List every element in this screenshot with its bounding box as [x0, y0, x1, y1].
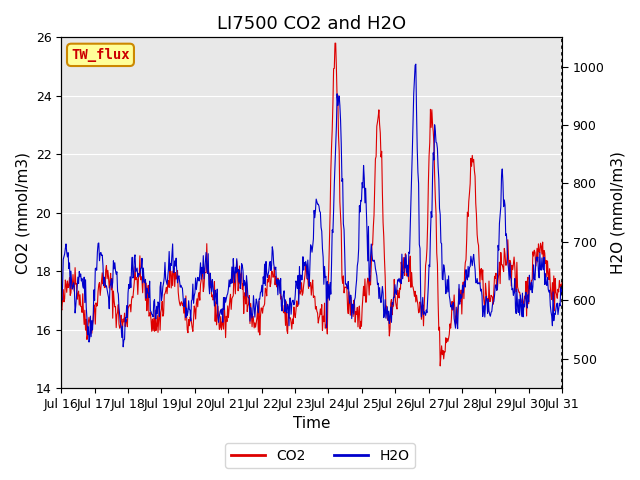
H2O: [388, 320, 396, 325]
CO2: [373, 123, 381, 129]
Line: CO2: CO2: [61, 43, 562, 366]
H2O: [558, 286, 566, 292]
CO2: [67, 292, 74, 298]
H2O: [118, 335, 125, 340]
Legend: CO2, H2O: CO2, H2O: [225, 443, 415, 468]
H2O: [412, 61, 420, 67]
CO2: [195, 289, 203, 295]
H2O: [67, 286, 74, 291]
X-axis label: Time: Time: [293, 417, 330, 432]
CO2: [118, 318, 125, 324]
Y-axis label: H2O (mmol/m3): H2O (mmol/m3): [610, 151, 625, 274]
Title: LI7500 CO2 and H2O: LI7500 CO2 and H2O: [217, 15, 406, 33]
CO2: [558, 278, 566, 284]
H2O: [373, 273, 381, 279]
CO2: [169, 283, 177, 288]
CO2: [436, 363, 444, 369]
CO2: [388, 297, 396, 302]
CO2: [58, 304, 65, 310]
CO2: [331, 40, 339, 46]
Y-axis label: CO2 (mmol/m3): CO2 (mmol/m3): [15, 152, 30, 274]
H2O: [170, 269, 177, 275]
Line: H2O: H2O: [61, 64, 562, 347]
H2O: [119, 344, 127, 350]
H2O: [58, 290, 65, 296]
Text: TW_flux: TW_flux: [71, 48, 130, 62]
H2O: [196, 270, 204, 276]
